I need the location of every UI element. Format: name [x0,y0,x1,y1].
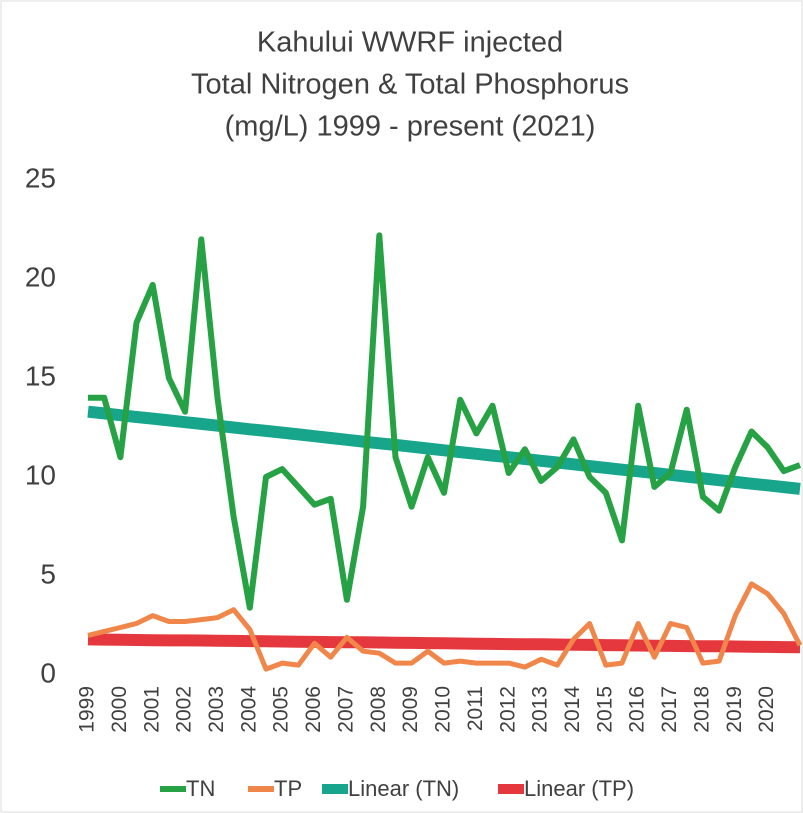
x-tick-label: 2009 [399,686,422,733]
legend-label: Linear (TP) [524,776,634,801]
x-tick-label: 2019 [723,686,746,733]
x-tick-label: 2006 [302,686,325,733]
y-tick-label: 20 [25,261,56,292]
x-tick-label: 2001 [140,686,163,733]
x-tick-label: 2004 [237,686,260,733]
series-line [87,633,801,654]
x-tick-label: 2017 [658,686,681,733]
x-tick-label: 2000 [108,686,131,733]
x-tick-label: 2013 [529,686,552,733]
x-tick-label: 2015 [593,686,616,733]
series-line [87,581,803,672]
x-tick-label: 2016 [626,686,649,733]
chart-title: Total Nitrogen & Total Phosphorus [191,69,629,101]
x-tick-label: 2010 [432,686,455,733]
legend-label: TP [274,776,302,801]
x-tick-label: 1999 [76,686,99,733]
series-line [87,405,801,495]
y-tick-label: 0 [40,657,56,688]
x-tick-label: 2011 [464,686,487,731]
series-line [88,232,802,611]
x-tick-label: 2014 [561,686,584,733]
x-tick-label: 2018 [690,686,713,733]
x-tick-label: 2012 [496,686,519,733]
y-tick-label: 10 [25,459,56,490]
x-tick-label: 2003 [205,686,228,733]
x-tick-label: 2020 [755,686,778,733]
x-tick-label: 2008 [367,686,390,733]
x-tick-label: 2005 [270,686,293,733]
y-tick-label: 5 [40,558,56,589]
legend-label: TN [186,776,215,801]
legend-label: Linear (TN) [348,776,459,801]
x-tick-label: 2007 [334,686,357,733]
y-tick-label: 15 [25,360,56,391]
chart-title: Kahului WWRF injected [257,27,563,59]
x-tick-label: 2002 [173,686,196,733]
y-tick-label: 25 [25,162,56,193]
chart-title: (mg/L) 1999 - present (2021) [225,111,596,143]
